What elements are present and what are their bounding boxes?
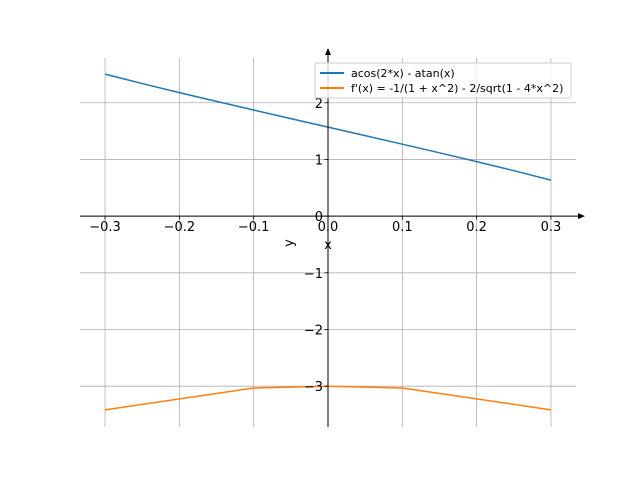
axes [80, 48, 585, 427]
legend: acos(2*x) - atan(x) f'(x) = -1/(1 + x^2)… [314, 62, 572, 99]
y-axis-label: y [282, 239, 297, 247]
tick-labels: −0.3 −0.2 −0.1 0.0 0.1 0.2 0.3 −3 −2 −1 0 1 2 [89, 97, 561, 395]
legend-frame [314, 62, 572, 99]
x-tick-label: −0.3 [89, 220, 121, 235]
y-tick-label: 0 [315, 210, 323, 225]
x-tick-label: 0.3 [541, 220, 562, 235]
x-axis-label: x [324, 238, 332, 253]
x-tick-label: 0.1 [392, 220, 413, 235]
x-tick-label: −0.2 [164, 220, 196, 235]
legend-label-1: f'(x) = -1/(1 + x^2) - 2/sqrt(1 - 4*x^2) [351, 82, 563, 95]
x-axis-arrow-icon [578, 213, 585, 220]
x-tick-label: 0.2 [466, 220, 487, 235]
y-tick-label: −3 [304, 380, 323, 395]
y-tick-label: 2 [315, 97, 323, 112]
y-tick-label: −2 [304, 324, 323, 339]
y-tick-label: −1 [304, 267, 323, 282]
x-tick-label: 0.0 [318, 220, 339, 235]
y-tick-label: 1 [315, 153, 323, 168]
y-axis-arrow-icon [325, 48, 331, 55]
legend-label-0: acos(2*x) - atan(x) [351, 67, 455, 80]
x-tick-label: −0.1 [238, 220, 270, 235]
